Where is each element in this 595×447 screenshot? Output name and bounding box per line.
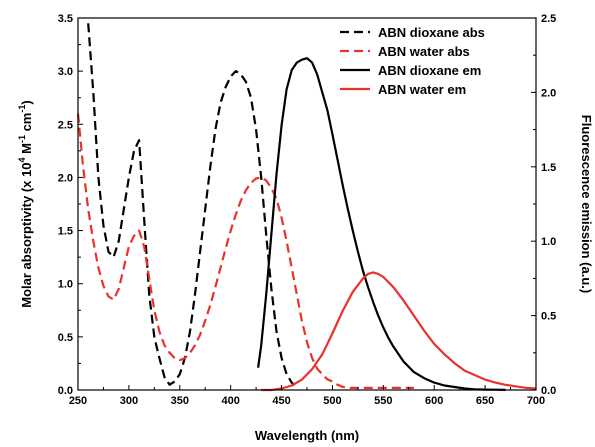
y-left-tick-label: 3.5 xyxy=(58,13,73,25)
x-tick-label: 450 xyxy=(272,395,290,407)
y-right-tick-label: 2.0 xyxy=(541,87,556,99)
y-left-tick-label: 1.5 xyxy=(58,226,73,238)
series-line-3 xyxy=(257,57,506,391)
series-line-2 xyxy=(76,113,414,389)
y-left-title-part3: cm xyxy=(19,113,34,135)
y-right-tick-label: 1.5 xyxy=(541,162,556,174)
x-axis-title: Wavelength (nm) xyxy=(255,428,359,443)
series-line-4 xyxy=(261,271,537,392)
y-left-title-exp1: 4 xyxy=(17,158,27,163)
plot-layer xyxy=(76,23,537,392)
y-right-tick-label: 0.5 xyxy=(541,311,556,323)
x-tick-label: 250 xyxy=(69,395,87,407)
x-tick-label: 300 xyxy=(120,395,138,407)
y-left-tick-label: 1.0 xyxy=(58,279,73,291)
y-left-tick-label: 0.0 xyxy=(58,385,73,397)
x-tick-label: 400 xyxy=(221,395,239,407)
y-left-title-part2: M xyxy=(19,143,34,157)
y-left-title-part1: Molar absorptivity (x 10 xyxy=(19,163,34,308)
y-left-tick-label: 2.5 xyxy=(58,119,73,131)
y-right-tick-label: 2.5 xyxy=(541,13,556,25)
y-left-tick-label: 0.5 xyxy=(58,332,73,344)
x-tick-label: 650 xyxy=(476,395,494,407)
y-axis-right-title: Fluorescence emission (a.u.) xyxy=(579,115,594,293)
x-tick-label: 500 xyxy=(323,395,341,407)
legend-label-4: ABN water em xyxy=(378,82,466,97)
legend-label-3: ABN dioxane em xyxy=(378,63,481,78)
y-right-tick-label: 1.0 xyxy=(541,236,556,248)
y-left-title-part4: ) xyxy=(19,100,34,104)
y-left-title-exp3: -1 xyxy=(17,105,27,113)
y-axis-left-title: Molar absorptivity (x 104 M-1 cm-1) xyxy=(17,100,34,307)
axis-layer: 250 300 350 400 450 500 550 600 650 7000.00.51.01… xyxy=(58,13,557,407)
y-right-tick-label: 0.0 xyxy=(541,385,556,397)
x-tick-label: 600 xyxy=(425,395,443,407)
legend-label-2: ABN water abs xyxy=(378,44,470,59)
y-left-title-exp2: -1 xyxy=(17,135,27,143)
x-tick-label: 550 xyxy=(374,395,392,407)
x-tick-label: 700 xyxy=(527,395,545,407)
x-tick-label: 350 xyxy=(171,395,189,407)
y-left-tick-label: 2.0 xyxy=(58,172,73,184)
y-left-tick-label: 3.0 xyxy=(58,66,73,78)
legend-label-1: ABN dioxane abs xyxy=(378,25,485,40)
legend: ABN dioxane abs ABN water abs ABN dioxane … xyxy=(340,25,485,97)
series-line-1 xyxy=(87,23,298,389)
